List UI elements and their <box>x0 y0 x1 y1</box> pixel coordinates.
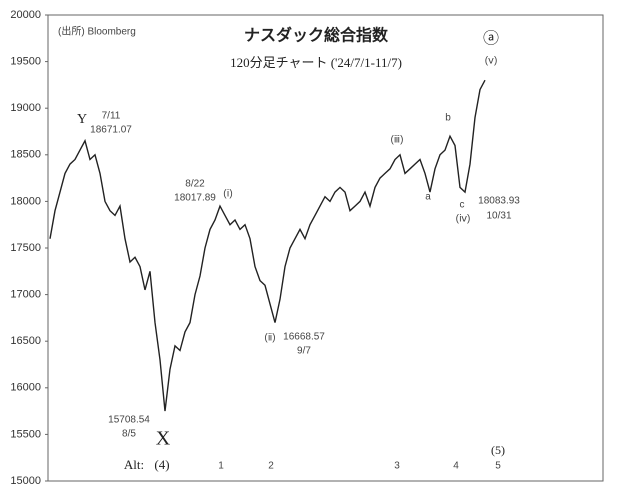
annotation: Alt: <box>124 457 144 472</box>
annotation: X <box>156 428 171 450</box>
annotation: (5) <box>491 443 505 457</box>
annotation: ⓐ <box>483 30 499 48</box>
source: (出所) Bloomberg <box>58 25 136 38</box>
annotation: (ⅴ) <box>485 56 498 67</box>
annotation: 10/31 <box>486 211 511 222</box>
annotation: 1 <box>218 461 224 472</box>
y-tick-label: 19500 <box>10 56 41 68</box>
annotation: 8/22 <box>185 179 205 190</box>
price-line <box>49 79 486 412</box>
y-tick-label: 17000 <box>10 289 41 301</box>
annotation: 7/11 <box>102 111 121 122</box>
annotation: (ⅰ) <box>223 189 232 200</box>
annotation: 15708.54 <box>108 415 150 426</box>
y-tick-label: 18000 <box>10 195 41 207</box>
annotation: (ⅲ) <box>390 135 403 146</box>
annotation: c <box>460 200 465 211</box>
plot-frame <box>47 14 604 482</box>
annotation: 18017.89 <box>174 193 216 204</box>
y-tick-label: 19000 <box>10 102 41 114</box>
y-tick-label: 20000 <box>10 9 41 21</box>
y-tick-label: 15000 <box>10 475 41 487</box>
annotation: 2 <box>268 461 274 472</box>
annotation: 16668.57 <box>283 332 325 343</box>
annotation: 18671.07 <box>90 125 132 136</box>
y-tick-label: 16000 <box>10 382 41 394</box>
annotation: a <box>425 192 431 203</box>
annotation: b <box>445 113 451 124</box>
chart-subtitle: 120分足チャート ('24/7/1-11/7) <box>230 55 402 70</box>
y-tick-label: 18500 <box>10 149 41 161</box>
annotation: 8/5 <box>122 429 136 440</box>
y-tick-label: 15500 <box>10 428 41 440</box>
y-tick-label: 17500 <box>10 242 41 254</box>
annotation: 18083.93 <box>478 196 520 207</box>
chart-title: ナスダック総合指数 <box>244 26 389 45</box>
annotation: 4 <box>453 461 459 472</box>
y-tick-label: 16500 <box>10 335 41 347</box>
annotation: Y <box>77 112 87 127</box>
annotation: (4) <box>154 457 169 472</box>
annotation: (ⅱ) <box>264 333 275 344</box>
annotation: 5 <box>495 461 501 472</box>
annotation: 3 <box>394 461 400 472</box>
annotation: 9/7 <box>297 346 311 357</box>
annotation: (ⅳ) <box>456 214 471 225</box>
